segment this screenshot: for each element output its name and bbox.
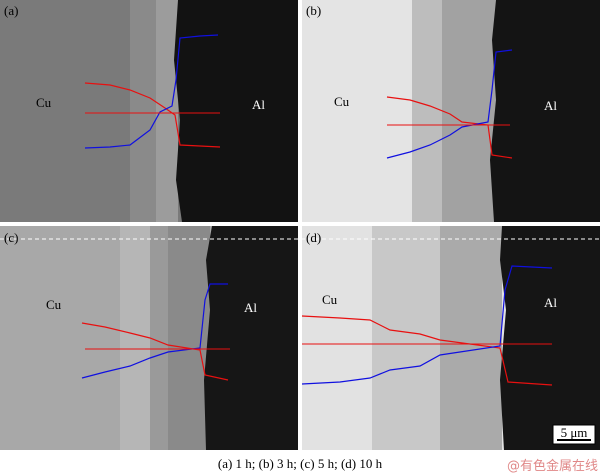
material-label: Al bbox=[252, 97, 265, 112]
panel-c bbox=[0, 226, 298, 450]
panel-label: (c) bbox=[4, 230, 18, 245]
panel-a bbox=[0, 0, 298, 222]
panel-d bbox=[301, 226, 600, 450]
scale-bar-label: 5 μm bbox=[561, 425, 588, 440]
material-label: Cu bbox=[46, 297, 62, 312]
material-label: Cu bbox=[36, 95, 52, 110]
material-label: Al bbox=[244, 300, 257, 315]
panel-b bbox=[302, 0, 600, 222]
panel-label: (a) bbox=[4, 3, 18, 18]
watermark: @有色金属在线 bbox=[507, 458, 598, 474]
panel-label: (b) bbox=[306, 3, 321, 18]
material-label: Cu bbox=[334, 94, 350, 109]
material-label: Cu bbox=[322, 292, 338, 307]
material-label: Al bbox=[544, 295, 557, 310]
panel-label: (d) bbox=[306, 230, 321, 245]
caption: (a) 1 h; (b) 3 h; (c) 5 h; (d) 10 h bbox=[218, 456, 383, 471]
material-label: Al bbox=[544, 98, 557, 113]
